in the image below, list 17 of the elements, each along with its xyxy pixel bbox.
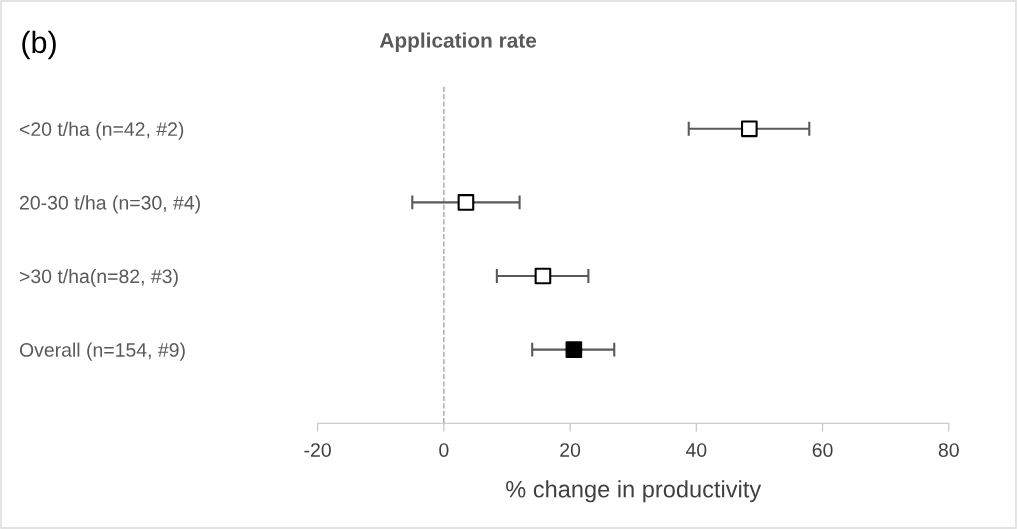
x-axis-title: % change in productivity: [506, 480, 762, 503]
x-tick-label: 80: [938, 443, 959, 457]
x-tick-label: 20: [560, 443, 581, 457]
text: (b): [22, 30, 56, 60]
point: [457, 194, 475, 211]
y-tick-label: 20-30 t/ha (n=30, #4): [19, 195, 200, 214]
y-tick-label: <20 t/ha (n=42, #2): [19, 121, 184, 140]
point: [741, 120, 758, 138]
y-tick-label: >30 t/ha(n=82, #3): [19, 268, 178, 288]
chart-title: Application rate: [379, 32, 537, 52]
x-tick-label: 40: [685, 443, 707, 457]
point: [565, 341, 583, 358]
x-tick-label: -20: [304, 443, 331, 457]
x-tick-label: 0: [439, 443, 449, 457]
y-tick-label: Overall (n=154, #9): [19, 342, 185, 361]
x-tick-label: 60: [812, 443, 833, 457]
point: [534, 267, 552, 285]
